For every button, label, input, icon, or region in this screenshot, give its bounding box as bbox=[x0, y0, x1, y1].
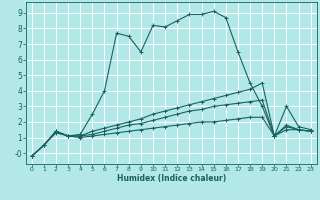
X-axis label: Humidex (Indice chaleur): Humidex (Indice chaleur) bbox=[116, 174, 226, 183]
